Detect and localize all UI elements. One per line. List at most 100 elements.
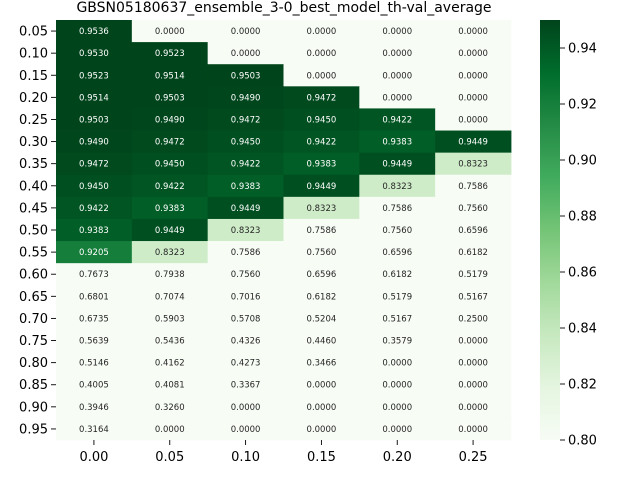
cell-value-label: 0.5204 bbox=[307, 314, 337, 324]
cell-value-label: 0.8323 bbox=[231, 226, 261, 236]
cell-value-label: 0.7074 bbox=[155, 292, 185, 302]
heatmap-cell bbox=[359, 218, 436, 242]
cell-value-label: 0.3946 bbox=[79, 403, 109, 413]
cell-value-label: 0.9503 bbox=[155, 93, 185, 103]
cell-value-label: 0.2500 bbox=[458, 314, 488, 324]
chart-title: GBSN05180637_ensemble_3-0_best_model_th-… bbox=[76, 0, 491, 16]
cell-value-label: 0.9383 bbox=[155, 204, 185, 214]
heatmap-cell bbox=[359, 395, 436, 419]
heatmap-cell bbox=[56, 307, 133, 330]
cell-value-label: 0.5639 bbox=[79, 337, 109, 347]
heatmap-cell bbox=[207, 307, 284, 330]
heatmap-cell bbox=[207, 218, 284, 242]
heatmap-cell bbox=[131, 42, 209, 65]
cell-value-label: 0.0000 bbox=[458, 381, 488, 391]
cell-value-label: 0.6182 bbox=[458, 248, 488, 258]
heatmap-cell bbox=[435, 218, 512, 242]
heatmap-cell bbox=[435, 307, 512, 330]
cell-value-label: 0.9422 bbox=[155, 182, 185, 192]
cell-value-label: 0.6182 bbox=[382, 270, 412, 280]
heatmap-cell bbox=[359, 329, 436, 352]
heatmap-cell bbox=[283, 218, 360, 242]
heatmap-cell bbox=[359, 152, 436, 176]
cell-value-label: 0.9383 bbox=[79, 226, 109, 236]
heatmap-cell bbox=[435, 108, 512, 131]
cell-value-label: 0.5708 bbox=[231, 314, 261, 324]
heatmap-cell bbox=[56, 174, 133, 198]
cell-value-label: 0.7560 bbox=[307, 248, 337, 258]
cell-value-label: 0.0000 bbox=[307, 381, 337, 391]
heatmap-cell bbox=[359, 130, 436, 154]
cell-value-label: 0.9422 bbox=[231, 160, 261, 170]
heatmap-cell bbox=[131, 108, 209, 131]
cell-value-label: 0.8323 bbox=[307, 204, 337, 214]
cell-value-label: 0.3466 bbox=[307, 359, 337, 369]
cell-value-label: 0.0000 bbox=[458, 71, 488, 81]
cell-value-label: 0.9450 bbox=[231, 138, 261, 148]
x-axis: 0.00 0.05 0.10 0.15 0.20 0.25 bbox=[79, 440, 488, 465]
cell-value-label: 0.0000 bbox=[231, 403, 261, 413]
cell-value-label: 0.3579 bbox=[382, 337, 412, 347]
cell-value-label: 0.9472 bbox=[307, 93, 337, 103]
heatmap-cell bbox=[131, 285, 209, 308]
x-tick-label: 0.05 bbox=[155, 450, 184, 465]
heatmap-cell bbox=[435, 130, 512, 154]
heatmap-cell bbox=[435, 196, 512, 220]
y-tick-label: 0.25 bbox=[19, 113, 48, 128]
cell-value-label: 0.9472 bbox=[155, 138, 185, 148]
cell-value-label: 0.9472 bbox=[231, 115, 261, 125]
cell-value-label: 0.0000 bbox=[382, 49, 412, 59]
cell-value-label: 0.0000 bbox=[382, 381, 412, 391]
cell-value-label: 0.4326 bbox=[231, 337, 261, 347]
heatmap-cell bbox=[131, 174, 209, 198]
cell-value-label: 0.9490 bbox=[231, 93, 261, 103]
heatmap-cell bbox=[435, 395, 512, 419]
cell-value-label: 0.5179 bbox=[382, 292, 412, 302]
cell-value-label: 0.3367 bbox=[231, 381, 261, 391]
cell-value-label: 0.9449 bbox=[458, 138, 488, 148]
heatmap-cell bbox=[283, 241, 360, 264]
heatmap-cell bbox=[359, 351, 436, 375]
cell-value-label: 0.9205 bbox=[79, 248, 109, 258]
heatmap-cell bbox=[207, 108, 284, 131]
heatmap-cell bbox=[283, 152, 360, 176]
heatmap-cell bbox=[131, 351, 209, 375]
cell-value-label: 0.9383 bbox=[231, 182, 261, 192]
heatmap-cell bbox=[131, 218, 209, 242]
heatmap-cell bbox=[359, 174, 436, 198]
colorbar-tick-label: 0.82 bbox=[568, 378, 597, 393]
cell-value-label: 0.9450 bbox=[307, 115, 337, 125]
cell-value-label: 0.9523 bbox=[79, 71, 109, 81]
heatmap-cell bbox=[207, 42, 284, 65]
cell-value-label: 0.9490 bbox=[155, 115, 185, 125]
heatmap-cell bbox=[359, 285, 436, 308]
heatmap-cells: 0.9536 0.0000 0.0000 0.0000 0.0000 0.0000 0.95… bbox=[56, 20, 512, 441]
y-tick-label: 0.80 bbox=[19, 356, 48, 371]
heatmap-cell bbox=[359, 64, 436, 87]
heatmap-cell bbox=[435, 20, 512, 43]
heatmap-cell bbox=[435, 241, 512, 264]
heatmap-cell bbox=[207, 329, 284, 352]
cell-value-label: 0.4081 bbox=[155, 381, 185, 391]
cell-value-label: 0.0000 bbox=[458, 337, 488, 347]
heatmap-cell bbox=[283, 108, 360, 131]
heatmap-cell bbox=[56, 263, 133, 286]
x-tick-label: 0.15 bbox=[307, 450, 336, 465]
cell-value-label: 0.0000 bbox=[458, 403, 488, 413]
cell-value-label: 0.0000 bbox=[307, 425, 337, 435]
cell-value-label: 0.9503 bbox=[231, 71, 261, 81]
heatmap-cell bbox=[207, 351, 284, 375]
heatmap-cell bbox=[207, 64, 284, 87]
heatmap-cell bbox=[131, 196, 209, 220]
cell-value-label: 0.0000 bbox=[458, 93, 488, 103]
cell-value-label: 0.9514 bbox=[155, 71, 185, 81]
cell-value-label: 0.9514 bbox=[79, 93, 109, 103]
heatmap-cell bbox=[283, 417, 360, 441]
heatmap-cell bbox=[283, 130, 360, 154]
heatmap-cell bbox=[283, 373, 360, 397]
heatmap-cell bbox=[131, 417, 209, 441]
cell-value-label: 0.0000 bbox=[307, 71, 337, 81]
heatmap-cell bbox=[283, 64, 360, 87]
heatmap-cell bbox=[283, 285, 360, 308]
